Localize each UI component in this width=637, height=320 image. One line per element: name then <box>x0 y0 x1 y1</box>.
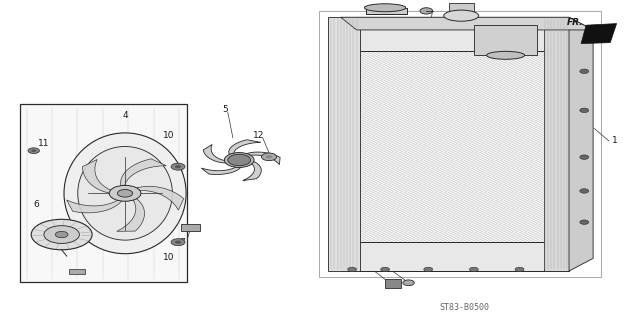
Circle shape <box>420 8 433 14</box>
Polygon shape <box>341 243 569 271</box>
Polygon shape <box>229 140 261 155</box>
Circle shape <box>171 163 185 170</box>
Polygon shape <box>131 186 184 210</box>
Circle shape <box>31 149 36 152</box>
Circle shape <box>348 267 357 272</box>
Text: 9: 9 <box>433 20 438 29</box>
Polygon shape <box>581 24 617 44</box>
Circle shape <box>424 267 433 272</box>
Circle shape <box>580 220 589 224</box>
Text: 8: 8 <box>439 28 445 37</box>
Text: 10: 10 <box>163 252 175 261</box>
Polygon shape <box>182 224 201 231</box>
Polygon shape <box>354 51 575 243</box>
Circle shape <box>580 108 589 113</box>
Circle shape <box>44 226 80 244</box>
Text: FR.: FR. <box>566 18 583 27</box>
Polygon shape <box>543 17 569 271</box>
Polygon shape <box>120 159 166 188</box>
Circle shape <box>469 267 478 272</box>
Circle shape <box>381 267 390 272</box>
Text: 11: 11 <box>38 139 50 148</box>
Circle shape <box>580 69 589 74</box>
Ellipse shape <box>364 4 406 12</box>
Circle shape <box>224 153 254 167</box>
Polygon shape <box>341 17 569 51</box>
Text: 2: 2 <box>349 253 355 262</box>
Polygon shape <box>366 8 407 14</box>
Polygon shape <box>117 196 145 231</box>
Text: 10: 10 <box>163 132 175 140</box>
Text: 3: 3 <box>360 244 366 253</box>
Polygon shape <box>67 198 124 213</box>
Polygon shape <box>569 17 593 271</box>
Circle shape <box>515 267 524 272</box>
Circle shape <box>175 165 181 168</box>
Circle shape <box>266 155 272 158</box>
Circle shape <box>117 189 132 197</box>
Polygon shape <box>82 159 117 194</box>
Circle shape <box>28 148 39 154</box>
Bar <box>448 3 474 16</box>
Polygon shape <box>246 152 280 164</box>
Bar <box>69 269 85 274</box>
Circle shape <box>31 219 92 250</box>
Polygon shape <box>203 144 227 163</box>
Ellipse shape <box>64 133 186 254</box>
Circle shape <box>261 153 276 161</box>
Circle shape <box>171 239 185 246</box>
Polygon shape <box>385 279 401 288</box>
Circle shape <box>55 231 68 238</box>
Ellipse shape <box>444 10 478 21</box>
Text: 1: 1 <box>612 136 617 146</box>
Text: 6: 6 <box>34 200 39 209</box>
Text: 12: 12 <box>252 131 264 140</box>
Circle shape <box>175 241 181 244</box>
Circle shape <box>580 155 589 159</box>
Polygon shape <box>201 167 241 174</box>
Circle shape <box>403 280 414 286</box>
Circle shape <box>580 189 589 193</box>
Text: 5: 5 <box>222 105 228 114</box>
Text: 4: 4 <box>123 111 129 120</box>
Circle shape <box>109 185 141 201</box>
Ellipse shape <box>487 51 525 59</box>
Text: ST83-B0500: ST83-B0500 <box>439 303 489 312</box>
Text: 7: 7 <box>179 238 185 247</box>
Polygon shape <box>328 17 360 271</box>
Circle shape <box>228 154 250 166</box>
Polygon shape <box>20 105 187 282</box>
Polygon shape <box>243 161 261 180</box>
Ellipse shape <box>78 147 173 240</box>
Polygon shape <box>474 25 537 55</box>
Polygon shape <box>341 17 593 30</box>
